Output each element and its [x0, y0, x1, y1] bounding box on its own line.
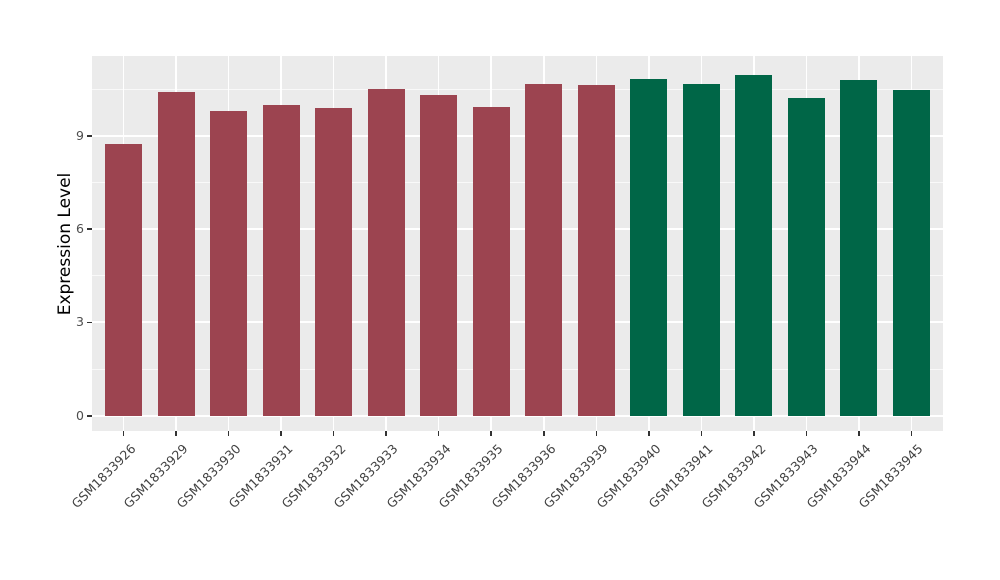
bar-GSM1833936: [525, 83, 563, 416]
bar-GSM1833931: [262, 105, 300, 416]
x-tick-mark: [858, 431, 860, 436]
y-tick-mark: [87, 228, 92, 230]
y-tick-mark: [87, 415, 92, 417]
bar-GSM1833940: [630, 79, 668, 416]
bar-GSM1833934: [420, 95, 458, 416]
y-tick-label: 9: [76, 127, 84, 143]
x-tick-mark: [280, 431, 282, 436]
minor-gridline: [92, 182, 943, 184]
major-gridline: [92, 228, 943, 231]
x-tick-mark: [175, 431, 177, 436]
bar-GSM1833932: [315, 107, 353, 416]
x-tick-mark: [332, 431, 335, 436]
major-gridline: [92, 134, 943, 137]
bar-GSM1833933: [367, 89, 405, 416]
bar-GSM1833935: [472, 107, 510, 416]
x-tick-mark: [910, 431, 913, 436]
bar-GSM1833945: [892, 89, 930, 416]
y-tick-mark: [87, 321, 92, 324]
x-tick-mark: [490, 431, 492, 436]
bar-GSM1833943: [787, 97, 825, 416]
x-tick-mark: [700, 431, 703, 436]
x-tick-mark: [385, 431, 387, 436]
y-tick-label: 6: [76, 221, 84, 237]
x-tick-mark: [437, 431, 440, 436]
bar-GSM1833944: [840, 79, 878, 416]
x-tick-mark: [543, 431, 545, 436]
x-tick-mark: [753, 431, 755, 436]
x-tick-mark: [122, 431, 125, 436]
x-tick-mark: [595, 431, 598, 436]
plot-panel: [92, 56, 943, 431]
minor-gridline: [92, 275, 943, 277]
bar-GSM1833929: [157, 92, 195, 416]
x-tick-mark: [648, 431, 650, 436]
bar-GSM1833941: [682, 83, 720, 416]
bar-GSM1833926: [105, 143, 143, 416]
minor-gridline: [92, 368, 943, 370]
bar-GSM1833939: [577, 84, 615, 416]
x-tick-mark: [805, 431, 808, 436]
y-tick-label: 0: [76, 407, 84, 423]
major-gridline: [92, 414, 943, 417]
y-tick-label: 3: [76, 314, 84, 330]
bar-GSM1833942: [735, 74, 773, 416]
major-gridline: [92, 321, 943, 324]
minor-gridline: [92, 88, 943, 90]
bar-GSM1833930: [210, 111, 248, 416]
x-tick-mark: [227, 431, 230, 436]
y-tick-mark: [87, 135, 92, 137]
